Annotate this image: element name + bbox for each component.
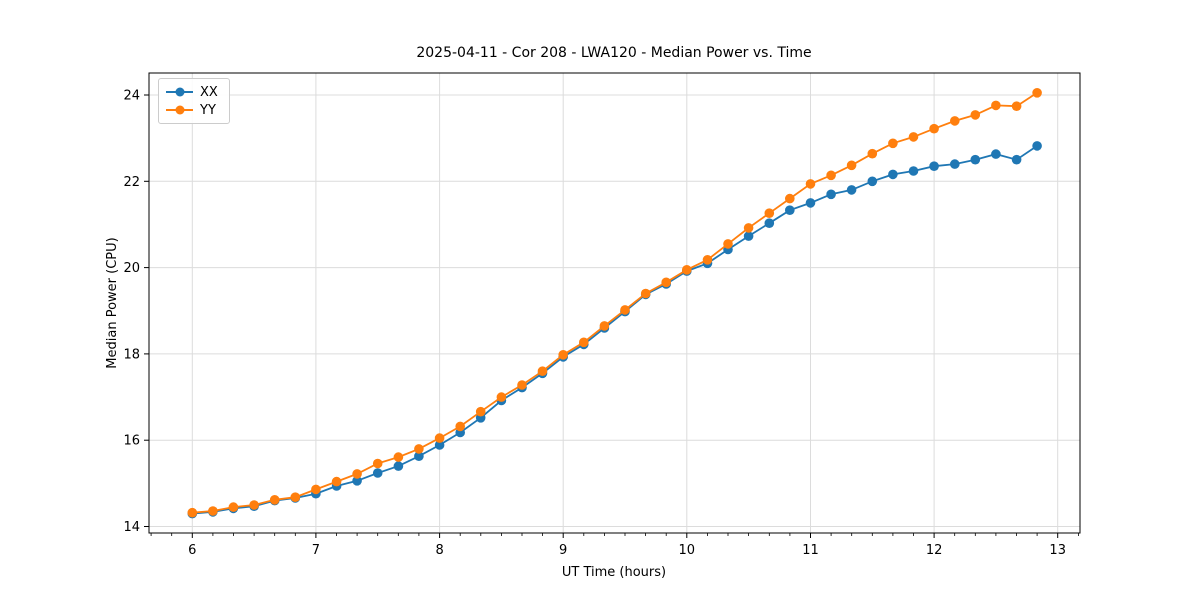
y-tick-label: 18 xyxy=(123,347,140,362)
y-tick-label: 22 xyxy=(123,175,140,190)
data-point xyxy=(269,495,280,505)
y-tick-label: 16 xyxy=(123,434,140,449)
data-point xyxy=(517,380,527,390)
x-tick-label: 7 xyxy=(312,543,320,558)
data-point xyxy=(599,321,610,331)
data-point xyxy=(640,288,651,299)
data-point xyxy=(950,159,960,169)
chart-title: 2025-04-11 - Cor 208 - LWA120 - Median P… xyxy=(416,45,811,61)
data-point xyxy=(950,116,960,126)
data-point xyxy=(785,205,795,215)
x-tick-label: 10 xyxy=(679,543,696,558)
x-tick-label: 11 xyxy=(802,543,819,558)
series-line-yy xyxy=(192,92,1038,514)
y-tick-label: 24 xyxy=(123,89,140,104)
series-line-xx xyxy=(192,145,1038,515)
x-tick-label: 9 xyxy=(559,543,567,558)
data-point xyxy=(764,218,775,228)
legend-label-yy: YY xyxy=(200,102,216,118)
legend-line-sample-yy xyxy=(166,105,193,115)
data-point xyxy=(826,170,836,181)
x-tick-label: 6 xyxy=(188,543,196,558)
data-point xyxy=(991,149,1001,159)
data-point xyxy=(805,179,816,189)
data-point xyxy=(867,176,878,187)
legend: XX YY xyxy=(158,78,230,124)
data-point xyxy=(496,392,507,402)
data-point xyxy=(908,166,919,176)
x-tick-label: 13 xyxy=(1049,543,1066,558)
legend-marker-icon xyxy=(175,105,184,115)
data-point xyxy=(888,169,898,180)
data-point xyxy=(228,502,239,512)
data-point xyxy=(187,507,198,518)
data-point xyxy=(991,100,1001,111)
data-point xyxy=(682,265,692,275)
data-point xyxy=(1011,154,1022,165)
data-point xyxy=(579,337,589,348)
data-point xyxy=(702,254,713,265)
data-point xyxy=(331,476,342,487)
data-point xyxy=(867,148,878,159)
data-point xyxy=(888,138,898,149)
legend-item-xx: XX xyxy=(166,86,222,99)
data-point xyxy=(929,161,939,171)
data-point xyxy=(208,506,218,516)
data-point xyxy=(455,421,466,432)
data-point xyxy=(764,208,775,218)
data-point xyxy=(929,123,939,134)
x-axis-label: UT Time (hours) xyxy=(562,565,666,580)
data-point xyxy=(970,154,981,165)
y-tick-label: 20 xyxy=(123,261,140,276)
data-point xyxy=(723,239,733,249)
data-point xyxy=(743,223,754,233)
data-point xyxy=(434,440,445,450)
data-point xyxy=(1011,101,1022,111)
data-point xyxy=(1032,88,1042,98)
data-point xyxy=(393,461,404,471)
grid-layer xyxy=(149,73,1080,533)
data-point xyxy=(434,433,445,443)
data-point xyxy=(1032,141,1042,151)
data-point xyxy=(661,277,671,288)
data-point xyxy=(785,193,795,204)
legend-marker-icon xyxy=(175,87,184,97)
data-point xyxy=(372,458,383,469)
data-point xyxy=(475,406,486,417)
y-axis-label: Median Power (CPU) xyxy=(105,237,120,368)
legend-item-yy: YY xyxy=(166,104,222,117)
x-tick-label: 12 xyxy=(926,543,943,558)
data-point xyxy=(846,185,857,195)
data-point xyxy=(537,366,548,377)
data-point xyxy=(908,132,919,142)
data-point xyxy=(414,444,424,454)
data-point xyxy=(352,476,362,486)
data-point xyxy=(620,305,630,315)
data-point xyxy=(290,492,301,503)
data-point xyxy=(743,231,754,241)
data-point xyxy=(826,189,836,200)
legend-line-sample-xx xyxy=(166,87,193,97)
legend-label-xx: XX xyxy=(200,84,218,100)
data-point xyxy=(970,110,981,120)
axis-layer: 6 7 8 9 10 11 12 13 14 16 18 20 22 24 xyxy=(123,72,1081,558)
x-tick-label: 8 xyxy=(435,543,443,558)
data-point xyxy=(352,469,362,479)
plot-border xyxy=(148,72,1081,534)
series-layer xyxy=(187,88,1042,519)
data-point xyxy=(372,468,383,478)
data-point xyxy=(805,198,816,208)
data-point xyxy=(846,160,857,171)
data-point xyxy=(558,350,568,360)
data-point xyxy=(311,484,321,495)
y-tick-label: 14 xyxy=(123,520,140,535)
data-point xyxy=(414,451,424,462)
data-point xyxy=(249,500,259,510)
data-point xyxy=(393,452,404,462)
